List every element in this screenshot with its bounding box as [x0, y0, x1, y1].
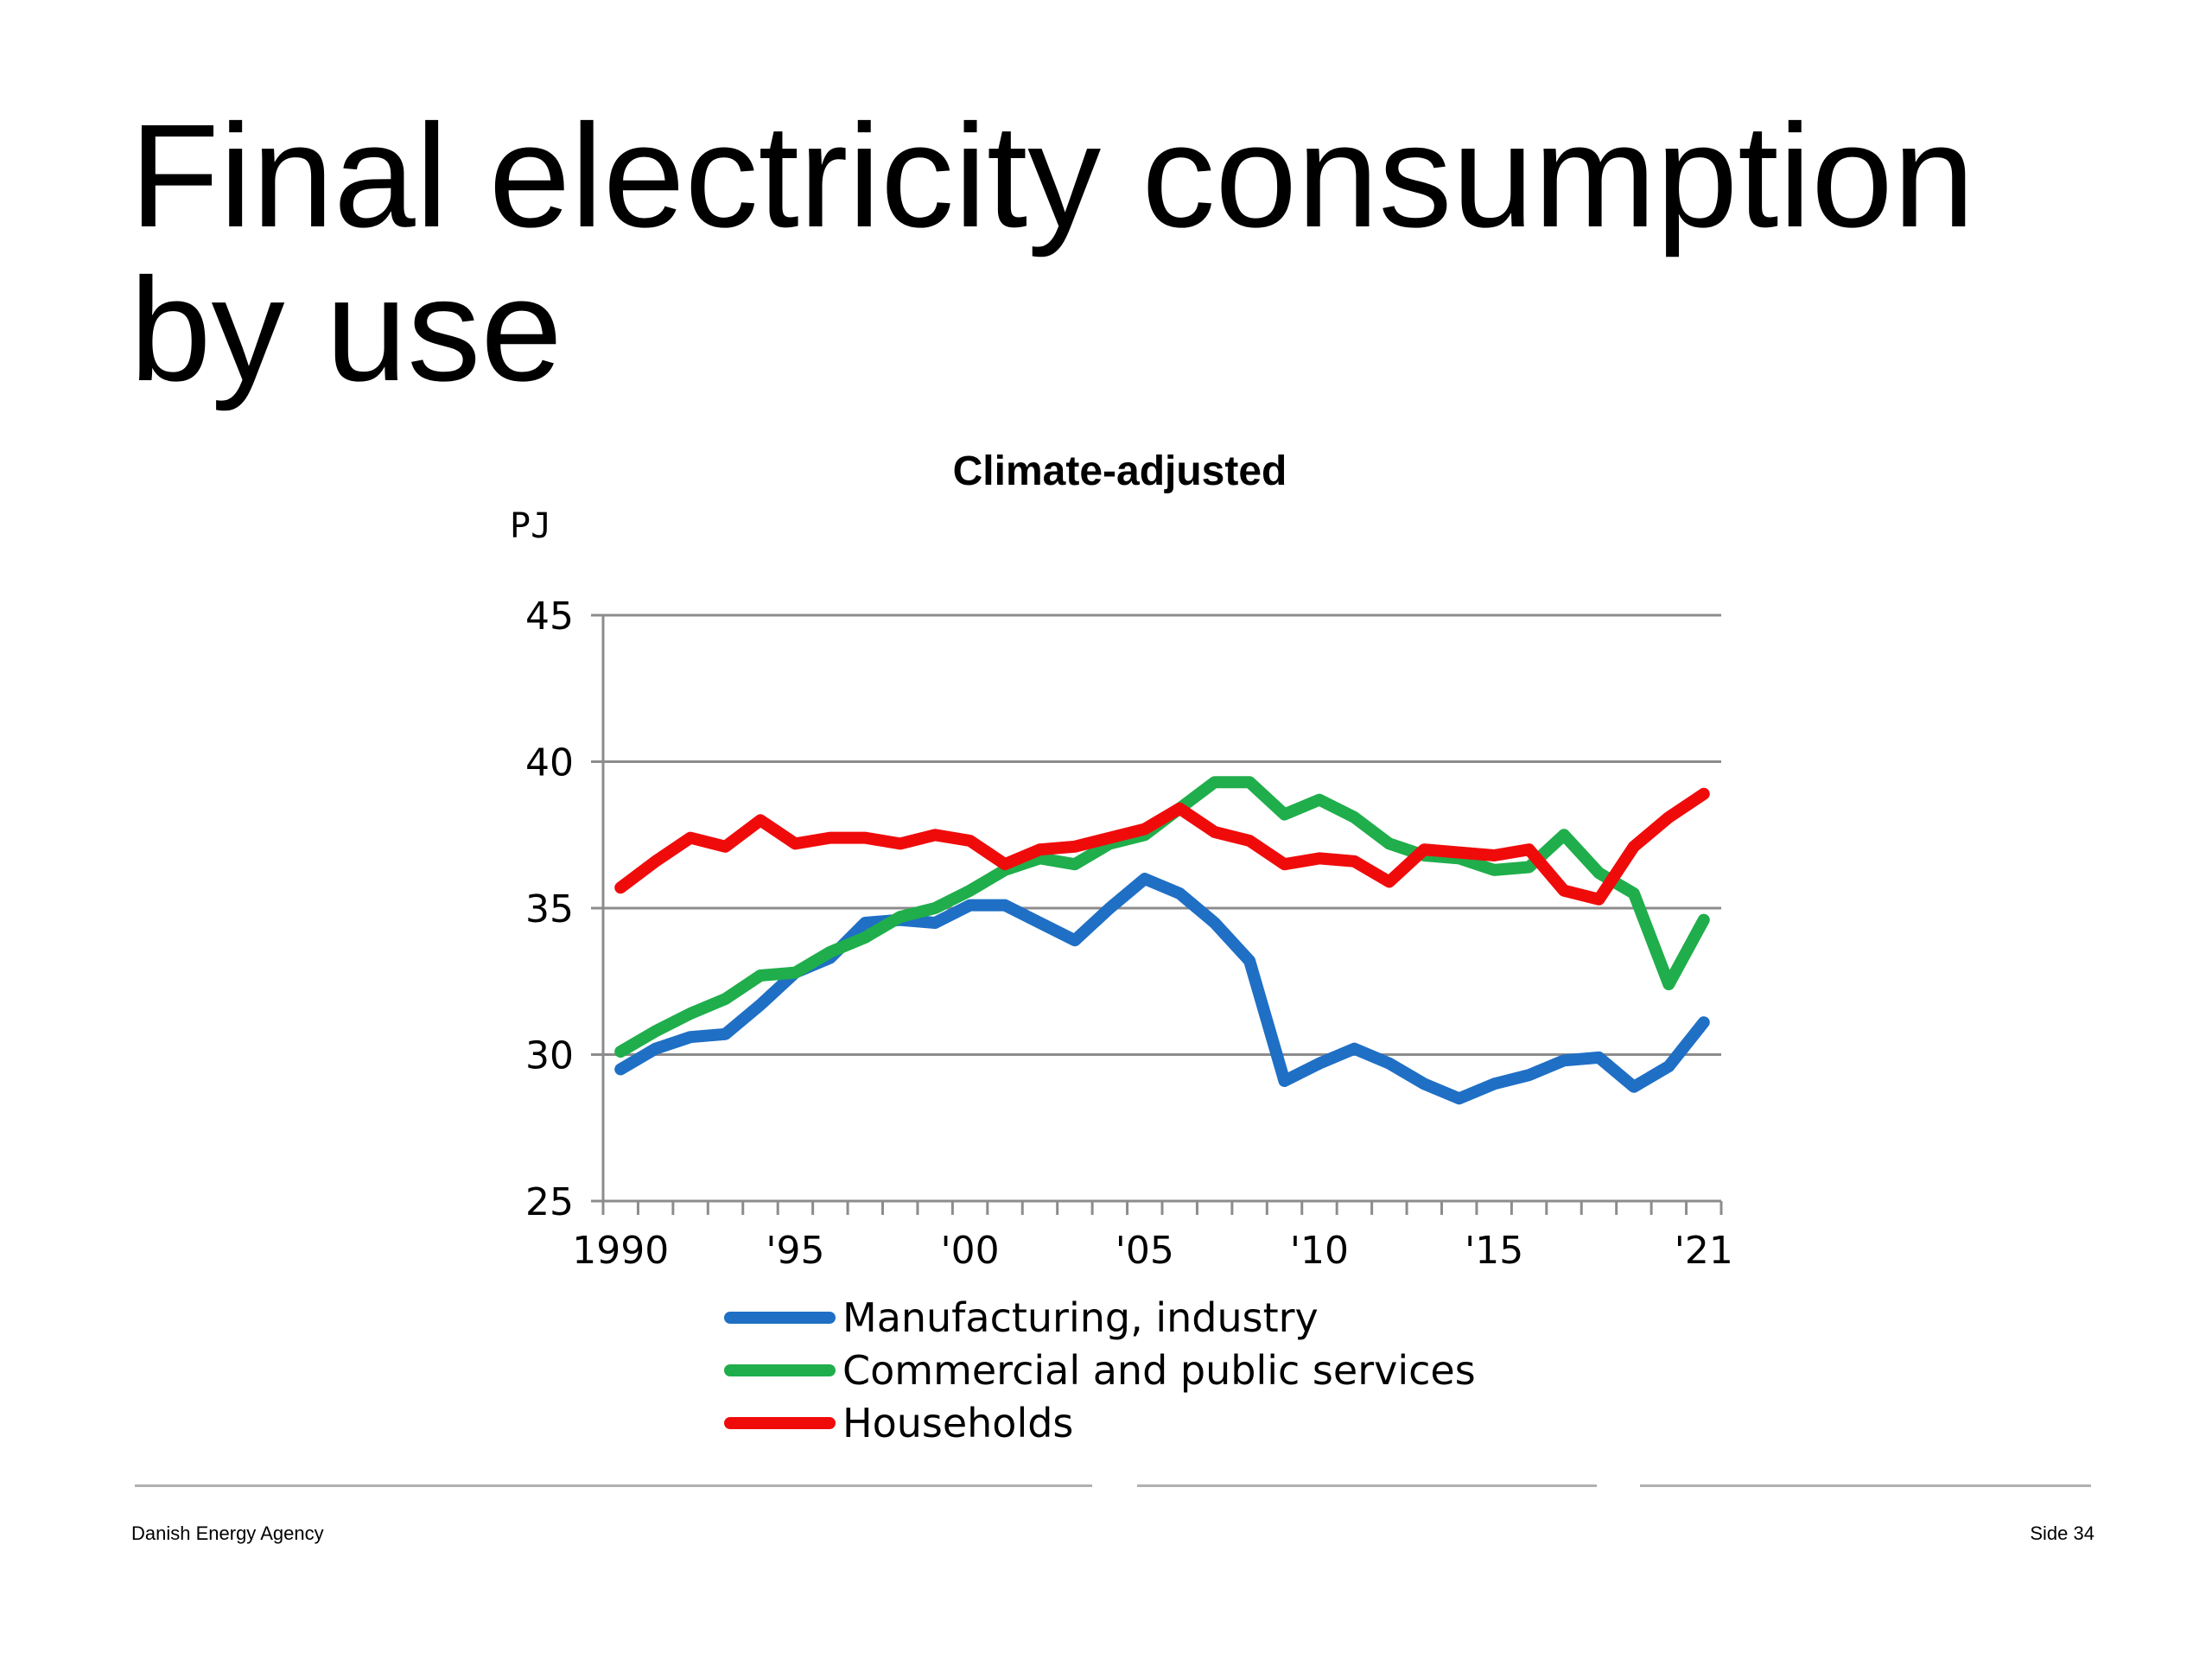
y-tick-label: 45	[525, 594, 574, 639]
x-tick-label: 1990	[572, 1229, 669, 1273]
footer-agency: Danish Energy Agency	[131, 1522, 324, 1544]
series-line-3	[614, 787, 1710, 906]
footer-page-number: Side 34	[2030, 1522, 2094, 1544]
y-axis-unit-label: PJ	[510, 506, 551, 546]
chart-title: Climate-adjusted	[952, 448, 1287, 494]
slide-title: Final electricity consumption by use	[130, 94, 1975, 412]
y-tick-label: 25	[525, 1180, 574, 1224]
y-tick-label: 30	[525, 1034, 574, 1078]
x-tick-label: '95	[766, 1229, 824, 1273]
footer-divider-left	[135, 1484, 1092, 1487]
y-tick-label: 40	[525, 741, 574, 785]
x-tick-label: '05	[1116, 1229, 1174, 1273]
y-tick-label: 35	[525, 887, 574, 931]
x-tick-label: '21	[1675, 1229, 1733, 1273]
legend-label: Commercial and public services	[842, 1347, 1476, 1394]
legend-label: Households	[842, 1400, 1073, 1446]
footer-divider-right	[1640, 1484, 2091, 1487]
x-tick-label: '00	[941, 1229, 1000, 1273]
footer-divider-middle	[1137, 1484, 1597, 1487]
series-line-1	[614, 873, 1710, 1105]
legend-label: Manufacturing, industry	[842, 1294, 1319, 1341]
x-tick-label: '15	[1465, 1229, 1523, 1273]
x-tick-label: '10	[1290, 1229, 1349, 1273]
